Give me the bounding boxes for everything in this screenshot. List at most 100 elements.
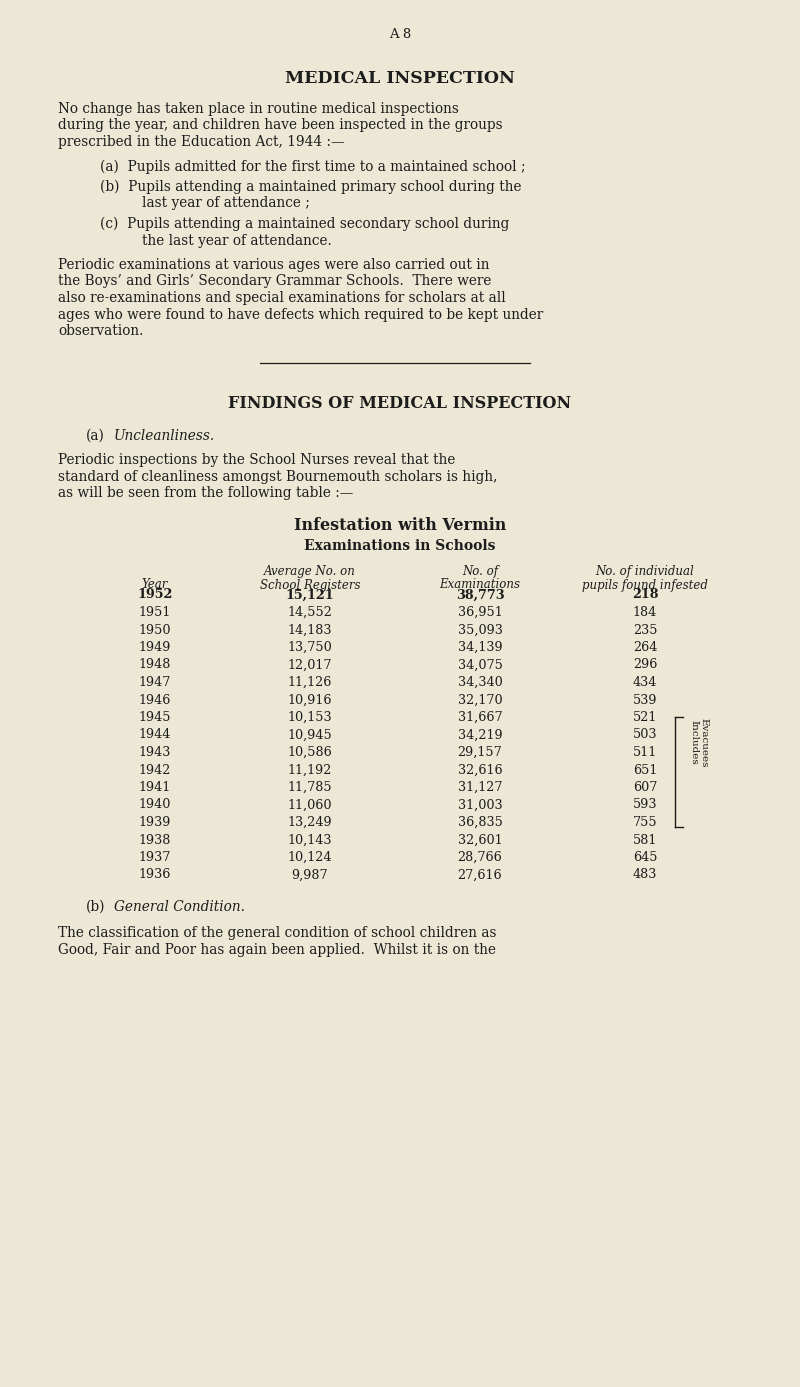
Text: ages who were found to have defects which required to be kept under: ages who were found to have defects whic…	[58, 308, 543, 322]
Text: 11,126: 11,126	[288, 675, 332, 689]
Text: 10,143: 10,143	[288, 834, 332, 846]
Text: 1949: 1949	[139, 641, 171, 655]
Text: Periodic examinations at various ages were also carried out in: Periodic examinations at various ages we…	[58, 258, 490, 272]
Text: 1936: 1936	[139, 868, 171, 882]
Text: 1952: 1952	[138, 588, 173, 602]
Text: 14,183: 14,183	[288, 624, 332, 637]
Text: 31,003: 31,003	[458, 799, 502, 811]
Text: (c)  Pupils attending a maintained secondary school during: (c) Pupils attending a maintained second…	[100, 216, 510, 232]
Text: last year of attendance ;: last year of attendance ;	[142, 197, 310, 211]
Text: 32,170: 32,170	[458, 694, 502, 706]
Text: 36,951: 36,951	[458, 606, 502, 619]
Text: 31,127: 31,127	[458, 781, 502, 793]
Text: as will be seen from the following table :—: as will be seen from the following table…	[58, 485, 354, 499]
Text: Evacuees: Evacuees	[699, 717, 708, 767]
Text: 34,219: 34,219	[458, 728, 502, 742]
Text: 296: 296	[633, 659, 657, 671]
Text: 1939: 1939	[139, 816, 171, 829]
Text: FINDINGS OF MEDICAL INSPECTION: FINDINGS OF MEDICAL INSPECTION	[229, 394, 571, 412]
Text: No. of: No. of	[462, 565, 498, 577]
Text: 14,552: 14,552	[287, 606, 333, 619]
Text: 32,601: 32,601	[458, 834, 502, 846]
Text: 29,157: 29,157	[458, 746, 502, 759]
Text: 31,667: 31,667	[458, 712, 502, 724]
Text: 34,139: 34,139	[458, 641, 502, 655]
Text: 1946: 1946	[139, 694, 171, 706]
Text: A 8: A 8	[389, 28, 411, 42]
Text: 184: 184	[633, 606, 657, 619]
Text: (b)  Pupils attending a maintained primary school during the: (b) Pupils attending a maintained primar…	[100, 180, 522, 194]
Text: 13,750: 13,750	[288, 641, 332, 655]
Text: Year: Year	[142, 578, 168, 591]
Text: 38,773: 38,773	[456, 588, 504, 602]
Text: 11,060: 11,060	[288, 799, 332, 811]
Text: 218: 218	[632, 588, 658, 602]
Text: No. of individual: No. of individual	[596, 565, 694, 577]
Text: 503: 503	[633, 728, 658, 742]
Text: 1942: 1942	[139, 763, 171, 777]
Text: Examinations in Schools: Examinations in Schools	[304, 538, 496, 552]
Text: 651: 651	[633, 763, 657, 777]
Text: prescribed in the Education Act, 1944 :—: prescribed in the Education Act, 1944 :—	[58, 135, 345, 148]
Text: 511: 511	[633, 746, 657, 759]
Text: 9,987: 9,987	[292, 868, 328, 882]
Text: 32,616: 32,616	[458, 763, 502, 777]
Text: MEDICAL INSPECTION: MEDICAL INSPECTION	[285, 69, 515, 87]
Text: Good, Fair and Poor has again been applied.  Whilst it is on the: Good, Fair and Poor has again been appli…	[58, 943, 496, 957]
Text: 10,916: 10,916	[288, 694, 332, 706]
Text: 1948: 1948	[139, 659, 171, 671]
Text: 264: 264	[633, 641, 657, 655]
Text: (a)  Pupils admitted for the first time to a maintained school ;: (a) Pupils admitted for the first time t…	[100, 160, 526, 173]
Text: 1950: 1950	[138, 624, 171, 637]
Text: (b): (b)	[86, 900, 106, 914]
Text: 10,586: 10,586	[288, 746, 332, 759]
Text: 235: 235	[633, 624, 658, 637]
Text: 10,124: 10,124	[288, 852, 332, 864]
Text: 483: 483	[633, 868, 657, 882]
Text: 10,945: 10,945	[288, 728, 332, 742]
Text: Infestation with Vermin: Infestation with Vermin	[294, 516, 506, 534]
Text: 1943: 1943	[139, 746, 171, 759]
Text: General Condition.: General Condition.	[114, 900, 245, 914]
Text: 593: 593	[633, 799, 658, 811]
Text: 1940: 1940	[139, 799, 171, 811]
Text: 11,785: 11,785	[288, 781, 332, 793]
Text: 1944: 1944	[139, 728, 171, 742]
Text: 1938: 1938	[139, 834, 171, 846]
Text: 12,017: 12,017	[288, 659, 332, 671]
Text: 607: 607	[633, 781, 657, 793]
Text: (a): (a)	[86, 429, 105, 442]
Text: 36,835: 36,835	[458, 816, 502, 829]
Text: 1951: 1951	[139, 606, 171, 619]
Text: 34,075: 34,075	[458, 659, 502, 671]
Text: The classification of the general condition of school children as: The classification of the general condit…	[58, 927, 497, 940]
Text: 27,616: 27,616	[458, 868, 502, 882]
Text: 1937: 1937	[139, 852, 171, 864]
Text: 15,121: 15,121	[286, 588, 334, 602]
Text: 28,766: 28,766	[458, 852, 502, 864]
Text: 755: 755	[633, 816, 658, 829]
Text: 434: 434	[633, 675, 657, 689]
Text: 34,340: 34,340	[458, 675, 502, 689]
Text: observation.: observation.	[58, 325, 143, 338]
Text: 11,192: 11,192	[288, 763, 332, 777]
Text: Examinations: Examinations	[439, 578, 521, 591]
Text: 13,249: 13,249	[288, 816, 332, 829]
Text: the Boys’ and Girls’ Secondary Grammar Schools.  There were: the Boys’ and Girls’ Secondary Grammar S…	[58, 275, 491, 288]
Text: Uncleanliness.: Uncleanliness.	[114, 429, 215, 442]
Text: School Registers: School Registers	[260, 578, 360, 591]
Text: standard of cleanliness amongst Bournemouth scholars is high,: standard of cleanliness amongst Bournemo…	[58, 470, 498, 484]
Text: during the year, and children have been inspected in the groups: during the year, and children have been …	[58, 118, 502, 133]
Text: 1947: 1947	[139, 675, 171, 689]
Text: pupils found infested: pupils found infested	[582, 578, 708, 591]
Text: Periodic inspections by the School Nurses reveal that the: Periodic inspections by the School Nurse…	[58, 454, 455, 467]
Text: 539: 539	[633, 694, 658, 706]
Text: 10,153: 10,153	[288, 712, 332, 724]
Text: 1941: 1941	[139, 781, 171, 793]
Text: Average No. on: Average No. on	[264, 565, 356, 577]
Text: 35,093: 35,093	[458, 624, 502, 637]
Text: the last year of attendance.: the last year of attendance.	[142, 233, 332, 247]
Text: 521: 521	[633, 712, 657, 724]
Text: No change has taken place in routine medical inspections: No change has taken place in routine med…	[58, 103, 459, 117]
Text: 1945: 1945	[138, 712, 171, 724]
